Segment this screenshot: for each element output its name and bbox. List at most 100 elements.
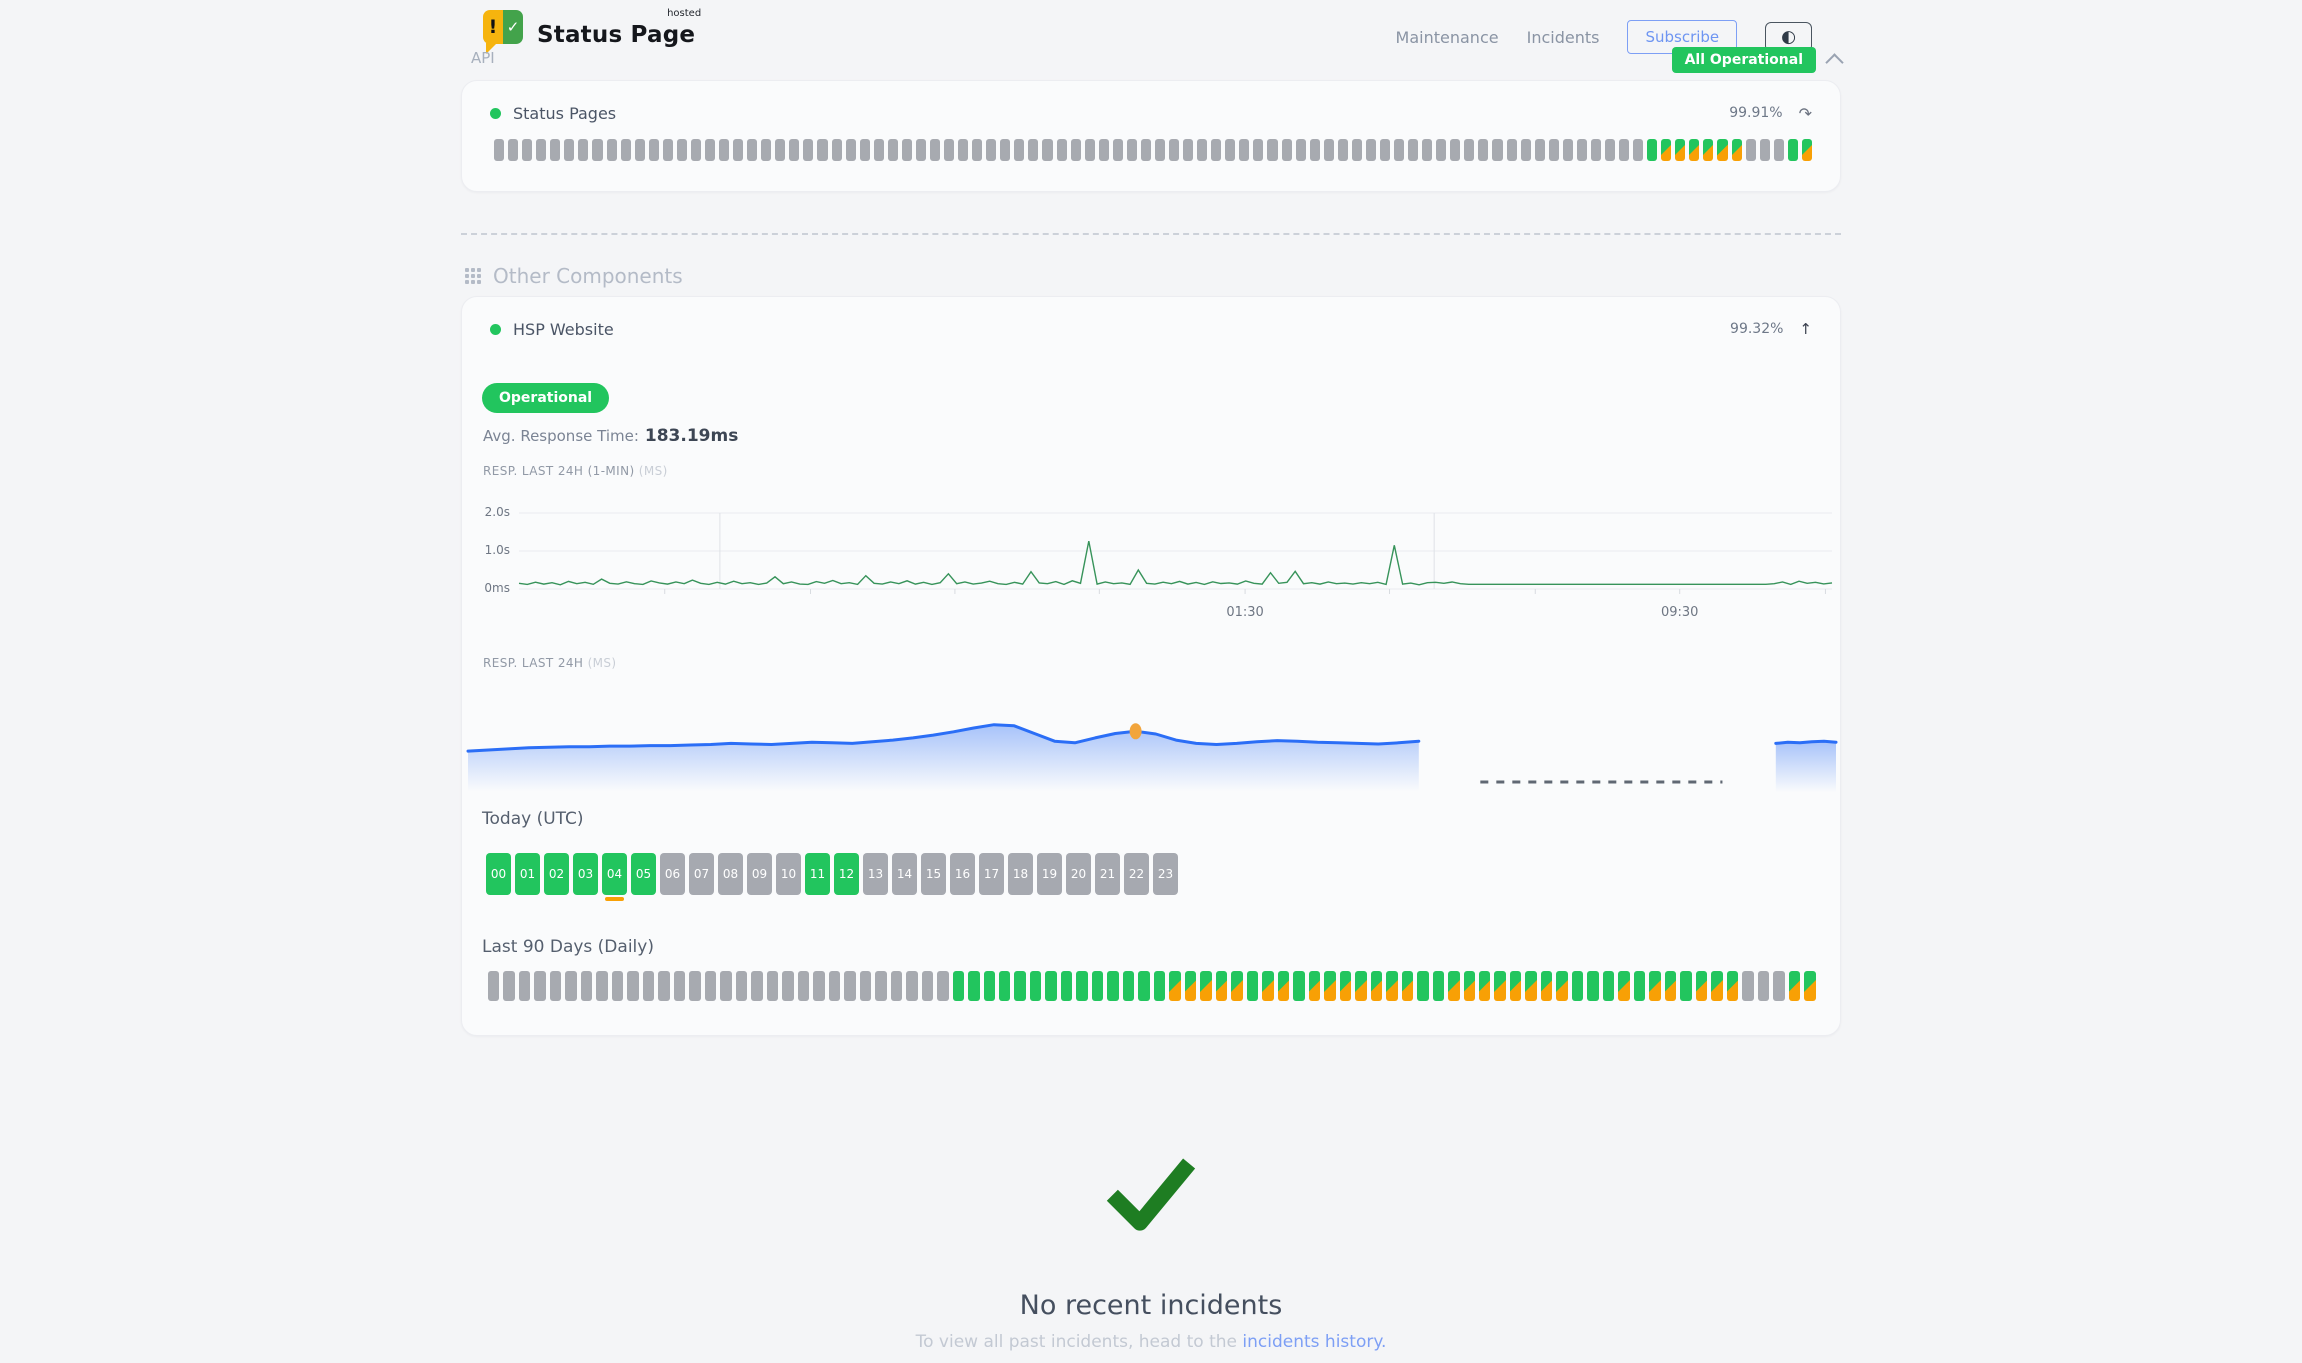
uptime-bar-empty[interactable] [972,139,983,161]
hour-block-10[interactable]: 10 [776,853,801,895]
nav-incidents[interactable]: Incidents [1526,27,1600,47]
uptime-bar-partial[interactable] [1801,139,1812,161]
uptime-bar-up[interactable] [1107,971,1119,1001]
uptime-bar-partial[interactable] [1386,971,1398,1001]
uptime-bar-empty[interactable] [1590,139,1601,161]
uptime-bar-empty[interactable] [720,971,732,1001]
uptime-bar-empty[interactable] [845,139,856,161]
uptime-bar-partial[interactable] [1556,971,1568,1001]
uptime-bar-empty[interactable] [859,971,872,1001]
uptime-bar-empty[interactable] [1450,139,1461,161]
uptime-bar-empty[interactable] [1365,139,1376,161]
uptime-bar-empty[interactable] [1351,139,1362,161]
uptime-bar-empty[interactable] [536,139,547,161]
uptime-bar-empty[interactable] [565,971,577,1001]
uptime-bar-partial[interactable] [1731,139,1742,161]
uptime-bar-empty[interactable] [1323,139,1334,161]
uptime-bar-partial[interactable] [1788,971,1801,1001]
uptime-bar-empty[interactable] [1337,139,1348,161]
scroll-top-arrow-icon[interactable]: ↑ [1799,320,1812,338]
uptime-bar-empty[interactable] [1225,139,1236,161]
uptime-bar-empty[interactable] [1464,139,1475,161]
uptime-bar-up[interactable] [1076,971,1088,1001]
uptime-bar-empty[interactable] [890,971,903,1001]
line-chart-svg[interactable] [518,501,1833,597]
uptime-bar-empty[interactable] [1154,139,1165,161]
uptime-bar-partial[interactable] [1675,139,1686,161]
nav-maintenance[interactable]: Maintenance [1395,27,1499,47]
uptime-bars[interactable] [494,139,1812,161]
uptime-bar-empty[interactable] [986,139,997,161]
uptime-bar-empty[interactable] [844,971,856,1001]
uptime-bar-empty[interactable] [921,971,934,1001]
uptime-bar-empty[interactable] [627,971,639,1001]
uptime-bar-empty[interactable] [1098,139,1109,161]
hour-block-15[interactable]: 15 [921,853,946,895]
uptime-bar-empty[interactable] [592,139,603,161]
uptime-bar-empty[interactable] [766,971,779,1001]
uptime-bar-empty[interactable] [813,971,825,1001]
uptime-bar-up[interactable] [998,971,1011,1001]
uptime-bar-partial[interactable] [1695,971,1708,1001]
uptime-bar-empty[interactable] [1422,139,1433,161]
uptime-bar-empty[interactable] [1379,139,1390,161]
uptime-bar-empty[interactable] [1534,139,1545,161]
uptime-bar-empty[interactable] [611,971,624,1001]
uptime-bar-partial[interactable] [1509,971,1522,1001]
uptime-bar-empty[interactable] [906,971,918,1001]
uptime-bar-partial[interactable] [1277,971,1290,1001]
hour-block-12[interactable]: 12 [834,853,859,895]
response-time-area-chart[interactable] [466,687,1838,799]
uptime-bar-empty[interactable] [1745,139,1756,161]
uptime-bar-empty[interactable] [522,139,533,161]
hour-block-09[interactable]: 09 [747,853,772,895]
uptime-bar-up[interactable] [1060,971,1073,1001]
uptime-bar-empty[interactable] [1633,139,1644,161]
uptime-bar-partial[interactable] [1184,971,1197,1001]
uptime-bar-up[interactable] [1602,971,1615,1001]
hour-block-17[interactable]: 17 [979,853,1004,895]
uptime-bar-empty[interactable] [735,971,748,1001]
uptime-bar-empty[interactable] [1506,139,1517,161]
uptime-bar-partial[interactable] [1479,971,1491,1001]
uptime-bar-empty[interactable] [915,139,926,161]
uptime-bar-up[interactable] [1680,971,1692,1001]
uptime-bar-empty[interactable] [1014,139,1025,161]
uptime-bar-partial[interactable] [1355,971,1367,1001]
uptime-bar-empty[interactable] [508,139,519,161]
hour-block-23[interactable]: 23 [1153,853,1178,895]
uptime-bar-empty[interactable] [1742,971,1754,1001]
uptime-bar-partial[interactable] [1231,971,1243,1001]
uptime-bar-partial[interactable] [1649,971,1661,1001]
uptime-bar-partial[interactable] [1324,971,1336,1001]
uptime-bar-empty[interactable] [1619,139,1630,161]
uptime-bar-empty[interactable] [828,971,841,1001]
history-arrow-icon[interactable]: ↷ [1798,103,1812,123]
hour-block-04[interactable]: 04 [602,853,627,901]
uptime-bar-empty[interactable] [1028,139,1039,161]
uptime-bar-empty[interactable] [1112,139,1123,161]
uptime-bar-empty[interactable] [662,139,673,161]
uptime-bar-empty[interactable] [620,139,631,161]
uptime-bar-partial[interactable] [1689,139,1700,161]
overall-status-badge[interactable]: All Operational [1671,47,1816,73]
hour-block-06[interactable]: 06 [660,853,685,895]
hour-block-07[interactable]: 07 [689,853,714,895]
hour-block-00[interactable]: 00 [486,853,511,895]
uptime-bar-up[interactable] [1587,971,1599,1001]
uptime-bar-empty[interactable] [1000,139,1011,161]
uptime-bar-partial[interactable] [1339,971,1352,1001]
uptime-bar-empty[interactable] [1042,139,1053,161]
uptime-bar-partial[interactable] [1463,971,1475,1001]
uptime-bar-empty[interactable] [690,139,701,161]
uptime-bar-empty[interactable] [733,139,744,161]
uptime-bar-empty[interactable] [704,971,717,1001]
uptime-bar-empty[interactable] [1309,139,1320,161]
uptime-bar-partial[interactable] [1804,971,1816,1001]
uptime-bar-empty[interactable] [1140,139,1151,161]
uptime-bar-empty[interactable] [831,139,842,161]
uptime-bar-empty[interactable] [887,139,898,161]
uptime-bar-empty[interactable] [1070,139,1081,161]
uptime-bar-empty[interactable] [775,139,786,161]
uptime-bar-partial[interactable] [1525,971,1537,1001]
